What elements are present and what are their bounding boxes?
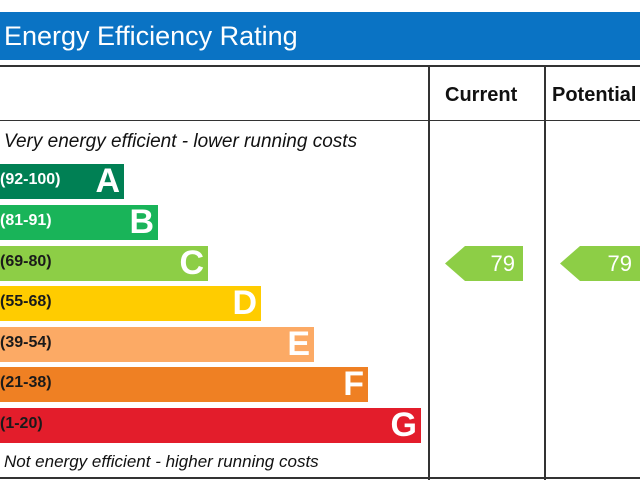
- band-bar-c: (69-80) C: [0, 244, 208, 282]
- band-letter: B: [129, 203, 154, 241]
- band-range: (21-38): [0, 374, 52, 391]
- band-letter: D: [232, 284, 257, 322]
- band-letter: A: [95, 162, 120, 200]
- title-bar: Energy Efficiency Rating: [0, 12, 640, 60]
- table-top-border: [0, 65, 640, 67]
- band-range: (81-91): [0, 212, 52, 229]
- bottom-note: Not energy efficient - higher running co…: [4, 452, 319, 471]
- band-bar-d: (55-68) D: [0, 284, 261, 322]
- potential-rating-value: 79: [607, 251, 632, 276]
- header-divider: [0, 120, 640, 121]
- column-divider: [544, 65, 546, 480]
- band-range: (92-100): [0, 171, 61, 188]
- band-bar-g: (1-20) G: [0, 406, 421, 444]
- arrow-shape: [560, 246, 640, 281]
- top-note: Very energy efficient - lower running co…: [4, 131, 358, 152]
- band-letter: F: [343, 365, 364, 403]
- current-header: Current: [445, 84, 518, 106]
- band-range: (69-80): [0, 253, 52, 270]
- current-rating-value: 79: [490, 251, 515, 276]
- band-bar-a: (92-100) A: [0, 162, 124, 200]
- potential-rating-arrow: 79: [560, 246, 640, 281]
- band-bar-e: (39-54) E: [0, 325, 314, 363]
- column-divider: [428, 65, 430, 480]
- potential-header: Potential: [552, 84, 637, 106]
- band-bar-f: (21-38) F: [0, 365, 368, 403]
- band-letter: C: [179, 244, 204, 282]
- band-range: (1-20): [0, 415, 43, 432]
- band-bar-b: (81-91) B: [0, 203, 158, 241]
- band-range: (39-54): [0, 334, 52, 351]
- band-range: (55-68): [0, 293, 52, 310]
- arrow-shape: [445, 246, 523, 281]
- current-rating-arrow: 79: [445, 246, 523, 281]
- table-bottom-border: [0, 477, 640, 479]
- chart-title: Energy Efficiency Rating: [4, 21, 298, 51]
- band-letter: E: [287, 325, 310, 363]
- band-letter: G: [390, 406, 417, 444]
